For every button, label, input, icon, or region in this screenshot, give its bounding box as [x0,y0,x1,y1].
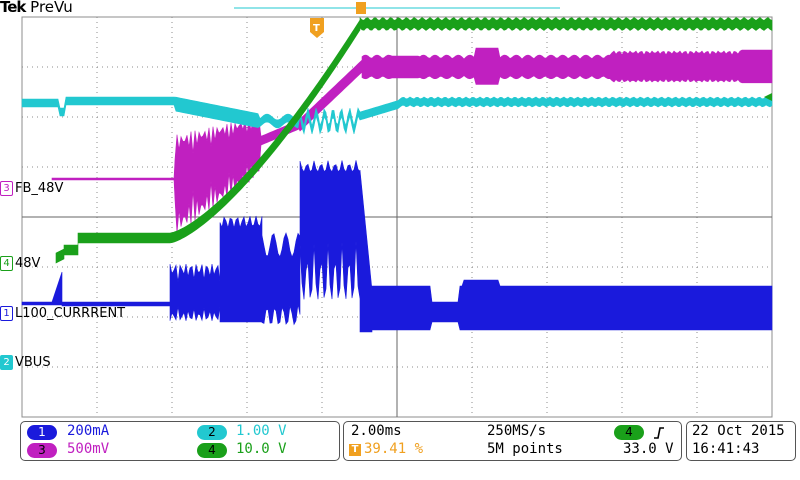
acquisition-panel: 2.00ms T 39.41 % 250MS/s 5M points 4 33.… [343,421,682,461]
ch1-badge[interactable]: 1 [27,425,57,440]
ch1-number: 1 [0,305,13,321]
time: 16:41:43 [692,441,760,457]
ch3-number: 3 [0,180,13,196]
record-length: 5M points [487,441,563,457]
trigger-position-icon: T [349,444,361,456]
ch4-name: 48V [15,255,41,271]
label-48v[interactable]: 4 48V [0,255,40,271]
timebase[interactable]: 2.00ms [351,423,402,439]
label-l100-current[interactable]: 1 L100_CURRRENT [0,305,125,321]
ch2-number: 2 [0,354,13,370]
trigger-level[interactable]: 33.0 V [623,441,674,457]
label-fb-48v[interactable]: 3 FB_48V [0,180,63,196]
ch2-scale: 1.00 V [236,423,287,439]
channel-scales-panel: 1 200mA 2 1.00 V 3 500mV 4 10.0 V [20,421,340,461]
datetime-panel: 22 Oct 2015 16:41:43 [686,421,796,461]
ch3-scale: 500mV [67,441,110,457]
ch4-scale: 10.0 V [236,441,287,457]
markers: T [234,2,772,101]
brand-header: Tek PreVu [0,0,73,16]
sample-rate: 250MS/s [487,423,547,439]
ch3-name: FB_48V [15,180,64,196]
ch3-badge[interactable]: 3 [27,443,57,458]
trigger-position[interactable]: 39.41 % [364,441,424,457]
label-vbus[interactable]: 2 VBUS [0,354,51,370]
ch1-name: L100_CURRRENT [15,305,126,321]
trigger-marker [310,18,324,38]
date: 22 Oct 2015 [692,423,785,439]
ch4-number: 4 [0,255,13,271]
status-bar: 1 200mA 2 1.00 V 3 500mV 4 10.0 V 2.00ms… [0,418,800,480]
ch2-badge[interactable]: 2 [197,425,227,440]
ch1-scale: 200mA [67,423,110,439]
ch4-waveform [55,16,773,264]
waveforms [21,16,773,333]
trigger-marker-label: T [313,23,320,34]
trigger-level-arrow [764,93,772,101]
ch1-waveform [21,160,773,333]
brand-logo: Tek [0,0,26,16]
ch2-waveform [21,96,773,135]
ch4-badge[interactable]: 4 [197,443,227,458]
record-position-marker [356,2,366,14]
trigger-source-badge[interactable]: 4 [614,425,644,440]
rising-edge-icon[interactable] [652,426,666,440]
waveform-display: T [21,2,773,418]
ch3-waveform [51,47,773,234]
acquisition-mode: PreVu [30,0,73,16]
ch2-name: VBUS [15,354,51,370]
